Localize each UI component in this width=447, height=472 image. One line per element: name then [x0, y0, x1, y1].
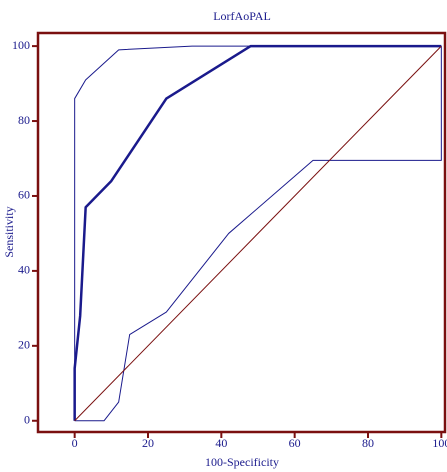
- y-tick-label: 20: [18, 338, 30, 352]
- chart-title: LorfAoPAL: [213, 9, 271, 23]
- curve: [74, 45, 442, 421]
- y-tick-label: 40: [18, 263, 30, 277]
- y-axis-label: Sensitivity: [2, 206, 16, 257]
- curve: [74, 45, 442, 422]
- y-tick-label: 100: [12, 38, 30, 52]
- x-tick-label: 40: [215, 436, 227, 450]
- x-axis-label: 100-Specificity: [205, 455, 279, 469]
- x-tick-label: 0: [72, 436, 78, 450]
- y-tick-label: 60: [18, 188, 30, 202]
- x-tick-label: 80: [362, 436, 374, 450]
- y-tick-label: 0: [24, 413, 30, 427]
- curve: [74, 46, 442, 422]
- x-tick-label: 20: [142, 436, 154, 450]
- curve: [73, 44, 442, 421]
- x-tick-label: 60: [289, 436, 301, 450]
- plot-frame: [36, 31, 447, 434]
- y-tick-label: 80: [18, 113, 30, 127]
- x-tick-label: 100: [432, 436, 447, 450]
